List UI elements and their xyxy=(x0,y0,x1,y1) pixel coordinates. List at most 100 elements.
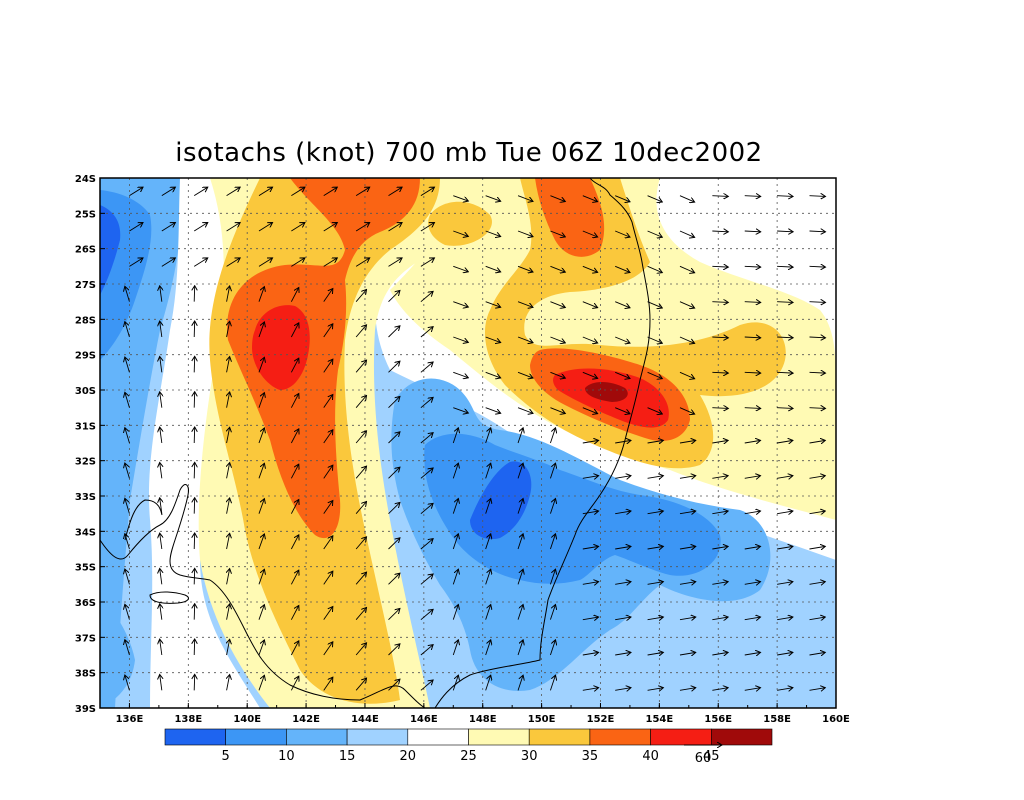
x-tick-label: 154E xyxy=(646,714,674,725)
wind-arrow xyxy=(453,407,468,413)
wind-arrow xyxy=(647,336,663,343)
wind-arrow xyxy=(809,408,826,409)
wind-arrow xyxy=(355,643,366,656)
colorbar-swatch xyxy=(225,728,287,746)
plot-frame xyxy=(99,177,837,709)
wind-arrow xyxy=(323,324,333,338)
wind-arrow xyxy=(809,266,826,267)
colorbar-label: 10 xyxy=(278,749,295,764)
wind-arrow xyxy=(550,498,555,514)
wind-arrow xyxy=(517,569,523,585)
colorbar-label: 40 xyxy=(642,749,659,764)
wind-arrow xyxy=(160,604,162,620)
wind-arrow xyxy=(517,534,523,550)
wind-arrow xyxy=(647,582,664,585)
wind-arrow xyxy=(258,605,264,620)
wind-arrow xyxy=(355,466,366,479)
y-tick-label: 38S xyxy=(75,669,96,680)
wind-arrow xyxy=(388,187,403,197)
wind-arrow xyxy=(582,688,599,691)
wind-arrow xyxy=(290,288,298,302)
contour-over-45 xyxy=(585,382,628,402)
wind-arrow xyxy=(647,546,664,549)
y-axis-ticks: 24S 25S 26S 27S 28S 29S 30S 31S 32S 33S 34S 35S 36S 3… xyxy=(75,174,105,715)
colorbar-swatch xyxy=(164,728,227,746)
wind-arrow xyxy=(355,502,366,514)
wind-arrow xyxy=(647,265,663,272)
wind-arrow xyxy=(355,431,366,444)
wind-arrow xyxy=(485,463,491,479)
wind-arrow xyxy=(712,582,728,585)
wind-arrow xyxy=(777,408,793,409)
wind-arrow xyxy=(291,223,305,232)
wind-arrow xyxy=(227,286,230,302)
wind-arrow xyxy=(517,301,533,308)
wind-arrow xyxy=(485,371,501,378)
wind-arrow xyxy=(712,337,728,338)
colorbar-label: 30 xyxy=(521,749,538,764)
y-tick-label: 33S xyxy=(75,492,96,503)
wind-arrow xyxy=(615,371,630,378)
wind-arrow xyxy=(582,230,598,237)
wind-arrow xyxy=(647,688,664,691)
wind-arrow xyxy=(517,407,533,414)
wind-arrow xyxy=(160,498,162,514)
wind-arrow xyxy=(550,195,565,202)
wind-arrow xyxy=(550,407,565,414)
coastline-south xyxy=(209,579,426,708)
wind-arrow xyxy=(355,572,366,585)
wind-arrow xyxy=(323,536,333,550)
wind-arrow xyxy=(550,336,565,343)
wind-arrow xyxy=(420,680,433,691)
wind-arrow xyxy=(258,322,264,338)
wind-arrow xyxy=(420,397,433,409)
wind-arrow xyxy=(615,511,631,514)
wind-arrow xyxy=(388,361,400,373)
wind-arrow xyxy=(388,432,400,444)
wind-arrow xyxy=(809,476,826,479)
wind-arrow xyxy=(679,195,695,202)
wind-arrow xyxy=(452,604,458,620)
wind-arrow xyxy=(290,606,298,620)
wind-arrow xyxy=(517,428,523,444)
x-tick-label: 148E xyxy=(469,714,497,725)
wind-arrow xyxy=(712,652,728,655)
wind-arrow xyxy=(582,265,598,272)
wind-arrow xyxy=(809,652,826,655)
wind-arrow xyxy=(227,675,230,691)
wind-arrow xyxy=(160,321,162,338)
wind-arrow xyxy=(420,362,433,373)
wind-arrow xyxy=(420,433,433,444)
wind-arrow xyxy=(485,195,501,202)
wind-arrow xyxy=(744,408,761,409)
wind-arrow xyxy=(744,196,761,197)
wind-arrow xyxy=(517,371,533,378)
wind-arrow xyxy=(388,538,400,550)
colorbar-swatch xyxy=(286,728,348,746)
wind-arrow xyxy=(355,608,366,620)
wind-arrow xyxy=(615,336,630,343)
wind-arrow xyxy=(355,360,366,373)
wind-arrow xyxy=(291,258,305,267)
wind-arrow xyxy=(647,476,664,479)
wind-arrow xyxy=(615,582,631,585)
wind-arrow xyxy=(809,302,826,303)
wind-arrow xyxy=(258,357,264,373)
wind-arrow xyxy=(744,231,761,232)
wind-arrow xyxy=(420,258,435,267)
wind-arrow xyxy=(517,336,533,343)
wind-arrow xyxy=(517,463,523,479)
wind-arrow xyxy=(323,430,333,444)
wind-arrow xyxy=(290,676,298,691)
x-axis-ticks: 136E 138E 140E 142E 144E 146E 148E 150E 152E 154E… xyxy=(99,703,850,725)
wind-arrow xyxy=(777,511,793,514)
wind-arrow xyxy=(452,498,458,514)
wind-arrow xyxy=(125,463,130,479)
wind-arrow xyxy=(679,476,696,479)
y-tick-label: 34S xyxy=(75,527,96,538)
wind-arrow xyxy=(193,258,208,267)
wind-arrow xyxy=(160,674,162,691)
wind-arrow xyxy=(809,231,826,232)
wind-arrow xyxy=(615,301,630,308)
wind-arrow xyxy=(125,569,130,585)
